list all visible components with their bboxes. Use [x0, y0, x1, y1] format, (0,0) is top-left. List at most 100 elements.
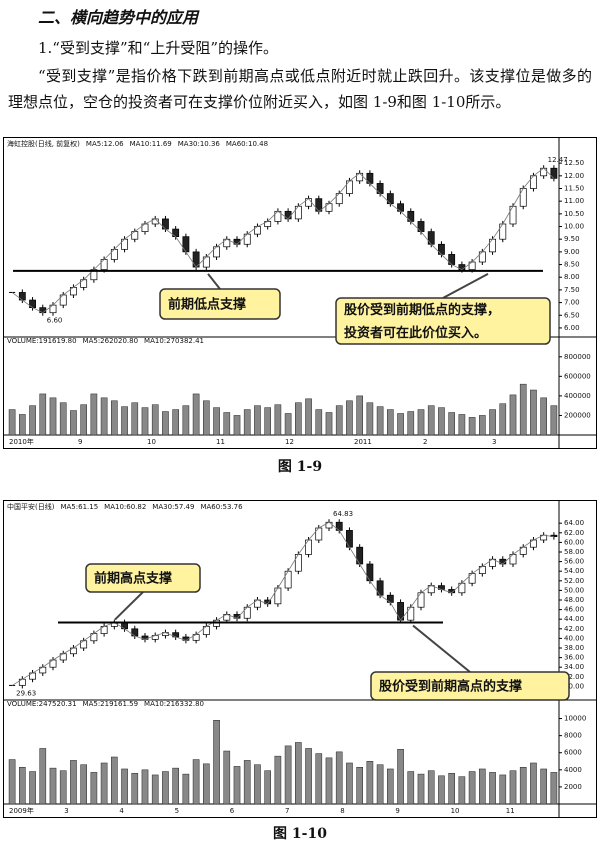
volume-bar: [387, 409, 394, 436]
candle: [458, 582, 466, 594]
low-label: 6.60: [47, 317, 63, 325]
volume-bar: [49, 397, 57, 436]
volume-bar: [295, 742, 302, 805]
candle: [366, 563, 374, 582]
volume-bar: [223, 412, 231, 436]
volume-bar: [90, 772, 98, 805]
x-tick-label: 2011: [354, 438, 372, 446]
candle: [315, 527, 323, 541]
frame: [3, 500, 597, 818]
candle: [162, 218, 169, 230]
low-label: 29.63: [16, 689, 36, 697]
volume-bar: [100, 397, 108, 436]
v-tick-label: 2000: [564, 783, 582, 791]
candle: [121, 238, 128, 250]
candle: [376, 580, 384, 596]
heading: 二、横向趋势中的应用: [38, 8, 199, 27]
x-tick-label: 10: [451, 807, 460, 815]
volume-bar: [305, 748, 312, 805]
volume-bar: [8, 409, 16, 436]
x-tick-label: 10: [147, 438, 156, 446]
y-tick-label: 54.00: [564, 567, 584, 575]
volume-bar: [335, 751, 343, 805]
candle: [489, 238, 496, 253]
subheading: 1.“受到支撑”和“上升受阻”的操作。: [38, 39, 278, 57]
y-tick-label: 8.00: [564, 273, 580, 281]
volume-bar: [19, 414, 26, 436]
volume-item: MA10:270382.41: [144, 337, 204, 345]
candle: [417, 592, 425, 608]
close-line: [11, 521, 554, 686]
candle: [202, 256, 210, 268]
volume-bar: [346, 400, 353, 436]
volume-bar: [448, 772, 455, 805]
header-item: MA5:61.15: [60, 503, 98, 511]
volume-bar: [499, 403, 507, 436]
volume-item: MA10:216332.80: [144, 700, 204, 708]
volume-bar: [540, 397, 547, 436]
volume-bar: [203, 400, 210, 436]
callout-text: 前期高点支撑: [94, 571, 172, 587]
header-item: MA30:57.49: [152, 503, 194, 511]
volume-bar: [172, 767, 179, 805]
chart-header: 中国平安(日线) MA5:61.15 MA10:60.82 MA30:57.49 MA6…: [7, 502, 243, 511]
volume-bar: [427, 770, 435, 805]
x-tick-label: 12: [285, 438, 294, 446]
candle: [550, 167, 558, 179]
x-tick-label: 3: [492, 438, 496, 446]
candle: [519, 188, 527, 207]
x-tick-label: 2010年: [9, 437, 34, 446]
volume-bar: [100, 762, 108, 805]
volume-bar: [254, 405, 261, 436]
candle: [438, 243, 445, 255]
volume-bar: [192, 393, 200, 436]
header-item: 中国平安(日线): [7, 502, 55, 511]
volume-bar: [509, 770, 517, 805]
volume-bar: [39, 393, 47, 436]
candle: [478, 251, 486, 263]
y-tick-label: 32.00: [564, 673, 584, 681]
volume-bar: [387, 768, 394, 805]
volume-bar: [397, 413, 404, 436]
candle: [346, 530, 353, 548]
header-item: MA60:10.48: [226, 140, 268, 148]
volume-bar: [223, 750, 231, 805]
x-tick-label: 11: [216, 438, 225, 446]
volume-bar: [458, 776, 466, 805]
callout-box: [159, 288, 281, 320]
volume-bar: [192, 759, 200, 805]
y-tick-label: 6.00: [564, 324, 580, 332]
candle: [284, 570, 292, 589]
y-tick-label: 42.00: [564, 625, 584, 633]
volume-bar: [489, 772, 496, 805]
callout-text: 前期低点支撑: [168, 297, 246, 313]
y-tick-label: 6.50: [564, 311, 580, 319]
arrow: [207, 273, 221, 290]
x-tick-label: 7: [285, 807, 289, 815]
candle: [366, 172, 374, 184]
volume-bar: [366, 402, 374, 436]
volume-bar: [530, 389, 537, 436]
y-tick-label: 9.50: [564, 235, 580, 243]
caption: 图 1-10: [273, 826, 327, 842]
x-tick-label: 11: [506, 807, 515, 815]
volume-bar: [540, 768, 547, 805]
v-tick-label: 10000: [564, 715, 586, 723]
volume-bar: [376, 406, 384, 436]
arrow: [412, 624, 471, 673]
volume-bar: [407, 771, 415, 805]
candle: [243, 233, 251, 245]
volume-bar: [264, 407, 271, 436]
volume-bar: [550, 405, 558, 436]
y-tick-label: 12.00: [564, 172, 584, 180]
header-item: MA60:53.76: [200, 503, 243, 511]
candle: [356, 546, 364, 565]
header-item: MA30:10.36: [178, 140, 221, 148]
volume-bar: [356, 395, 363, 436]
volume-bar: [233, 766, 241, 805]
volume-bar: [121, 768, 128, 805]
close-line: [11, 167, 555, 314]
v-tick-label: 200000: [564, 411, 591, 419]
volume-bar: [438, 775, 445, 805]
